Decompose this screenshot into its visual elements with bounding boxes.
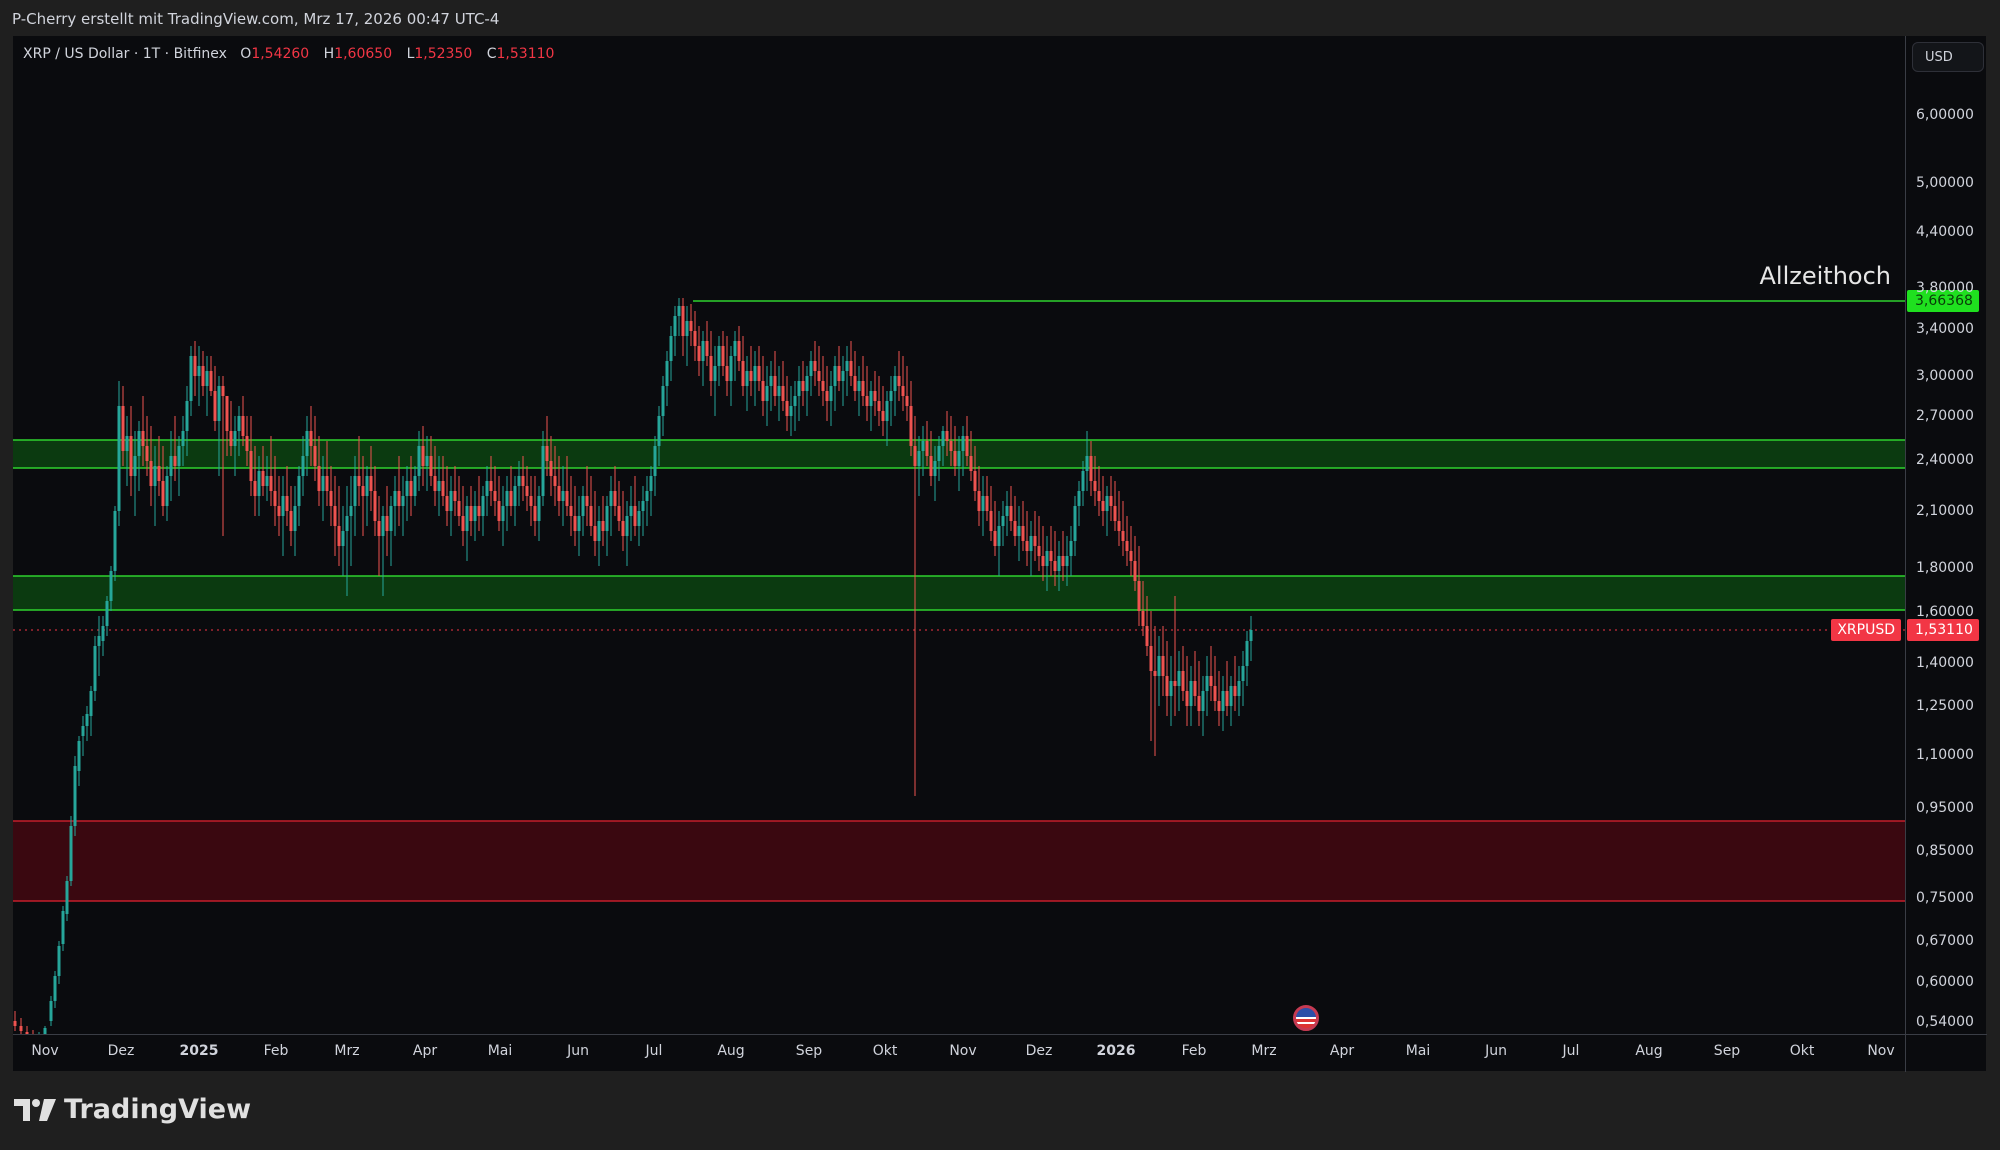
price-tick-label: 0,95000 [1916, 800, 1974, 816]
low-label: L [406, 46, 415, 62]
time-tick-label: Mai [1405, 1043, 1431, 1059]
time-tick-label: Apr [412, 1043, 438, 1059]
time-tick-label: Nov [949, 1043, 977, 1059]
time-tick-label: Jun [567, 1043, 589, 1059]
time-tick-label: Feb [263, 1043, 289, 1059]
time-tick-label: Okt [872, 1043, 898, 1059]
time-tick-label: Sep [795, 1043, 823, 1059]
time-tick-label: Nov [31, 1043, 59, 1059]
price-tick-label: 3,80000 [1916, 280, 1974, 296]
candles [13, 298, 1253, 1034]
us-flag-event-icon[interactable] [1293, 1005, 1319, 1031]
close-value: 1,53110 [496, 46, 555, 62]
chart-plot-area[interactable]: XRP / US Dollar · 1T · Bitfinex O1,54260… [13, 36, 1905, 1034]
time-tick-label: Jul [1562, 1043, 1580, 1059]
high-label: H [323, 46, 335, 62]
time-tick-label: Mrz [1251, 1043, 1277, 1059]
time-tick-label: Apr [1329, 1043, 1355, 1059]
time-tick-label: Aug [717, 1043, 745, 1059]
time-tick-label: Dez [1025, 1043, 1053, 1059]
time-tick-label: Dez [107, 1043, 135, 1059]
price-tick-label: 0,54000 [1916, 1014, 1974, 1030]
price-tick-label: 0,67000 [1916, 933, 1974, 949]
high-value: 1,60650 [334, 46, 393, 62]
time-tick-label: 2025 [179, 1043, 219, 1059]
axis-corner [1905, 1034, 1987, 1072]
time-axis[interactable]: Nov Dez 2025 Feb Mrz Apr Mai Jun Jul Aug Sep Okt Nov… [13, 1034, 1905, 1072]
time-tick-label: 2026 [1096, 1043, 1136, 1059]
price-tick-label: 0,85000 [1916, 843, 1974, 859]
demand-zone-lower[interactable] [13, 820, 1905, 902]
time-tick-label: Jun [1485, 1043, 1507, 1059]
price-tick-label: 6,00000 [1916, 107, 1974, 123]
currency-button[interactable]: USD [1912, 42, 1984, 72]
candlestick-chart [13, 298, 1905, 1034]
time-tick-label: Feb [1181, 1043, 1207, 1059]
chart-frame: XRP / US Dollar · 1T · Bitfinex O1,54260… [13, 36, 1987, 1072]
time-tick-label: Okt [1789, 1043, 1815, 1059]
close-label: C [486, 46, 497, 62]
price-tick-label: 1,80000 [1916, 560, 1974, 576]
price-tick-label: 2,70000 [1916, 408, 1974, 424]
all-time-high-label: Allzeithoch [1759, 262, 1892, 290]
price-tick-label: 1,10000 [1916, 747, 1974, 763]
price-tick-label: 1,25000 [1916, 698, 1974, 714]
tradingview-logo-icon [14, 1098, 56, 1121]
time-tick-label: Mrz [334, 1043, 360, 1059]
tradingview-logo: TradingView [14, 1094, 251, 1125]
time-tick-label: Sep [1713, 1043, 1741, 1059]
open-label: O [240, 46, 252, 62]
time-tick-label: Mai [487, 1043, 513, 1059]
attribution-bar: P-Cherry erstellt mit TradingView.com, M… [12, 10, 500, 28]
price-tick-label: 0,75000 [1916, 890, 1974, 906]
price-tick-label: 2,10000 [1916, 503, 1974, 519]
price-tick-label: 5,00000 [1916, 175, 1974, 191]
time-tick-label: Aug [1635, 1043, 1663, 1059]
price-tick-label: 4,40000 [1916, 224, 1974, 240]
support-zone-middle[interactable] [13, 575, 1905, 611]
ath-price-tag: 3,66368 [1907, 290, 1979, 312]
price-tick-label: 1,60000 [1916, 604, 1974, 620]
open-value: 1,54260 [251, 46, 310, 62]
symbol-title[interactable]: XRP / US Dollar · 1T · Bitfinex [23, 46, 227, 62]
price-tick-label: 3,00000 [1916, 368, 1974, 384]
price-tick-label: 0,60000 [1916, 974, 1974, 990]
time-tick-label: Jul [645, 1043, 663, 1059]
price-axis[interactable]: USD 3,66368 1,53110 6,00000 5,00000 4,4000… [1905, 36, 1987, 1034]
price-tick-label: 2,40000 [1916, 452, 1974, 468]
price-tick-label: 3,40000 [1916, 321, 1974, 337]
symbol-price-tag: XRPUSD [1831, 619, 1901, 641]
low-value: 1,52350 [414, 46, 473, 62]
tradingview-wordmark: TradingView [64, 1094, 252, 1125]
price-tick-label: 1,40000 [1916, 655, 1974, 671]
time-tick-label: Nov [1867, 1043, 1895, 1059]
symbol-legend: XRP / US Dollar · 1T · Bitfinex O1,54260… [23, 46, 564, 62]
last-price-tag: 1,53110 [1907, 619, 1979, 641]
